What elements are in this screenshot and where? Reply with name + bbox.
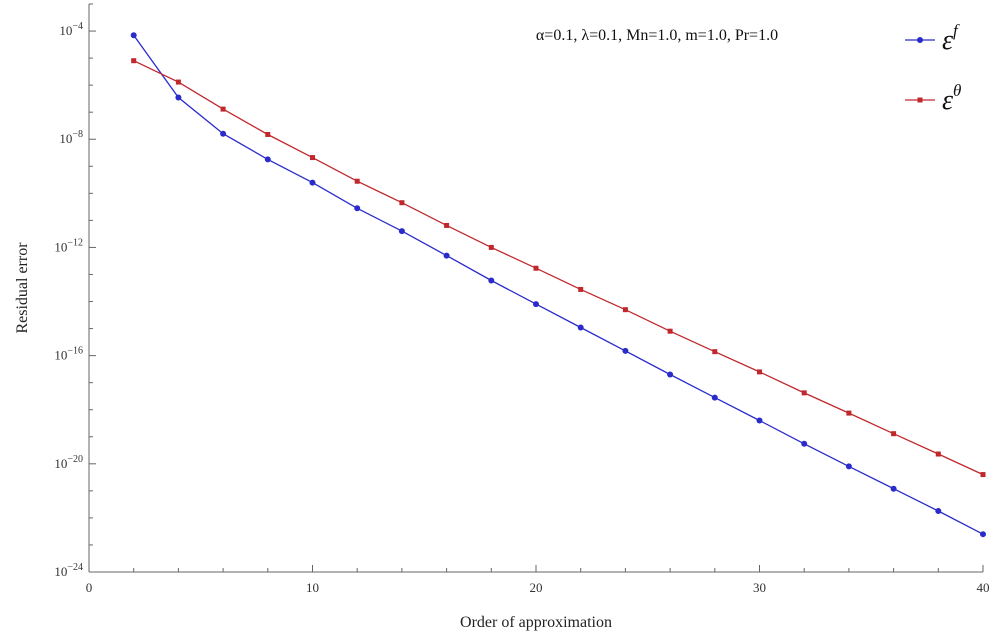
axes: 10−4 10−8 10−12 10−16 10−20 10−24 0 10 20 30 40 [54, 3, 990, 595]
legend-marker [917, 97, 923, 103]
data-point [756, 417, 763, 424]
y-tick-label: 10−8 [59, 129, 83, 146]
data-point [309, 179, 316, 186]
parameter-annotation: α=0.1, λ=0.1, Mn=1.0, m=1.0, Pr=1.0 [536, 27, 778, 44]
x-tick-label: 30 [753, 580, 766, 595]
data-point [577, 324, 584, 331]
legend-marker [917, 37, 923, 43]
data-point [578, 286, 584, 292]
data-point [354, 205, 361, 212]
legend: εf εθ [905, 21, 961, 116]
data-point [890, 485, 897, 492]
data-point [622, 347, 629, 354]
data-point [533, 301, 539, 308]
data-point [533, 265, 539, 271]
data-point [443, 252, 450, 259]
data-point [980, 531, 986, 538]
data-point [801, 440, 808, 447]
legend-item: εf [905, 21, 960, 56]
data-point [399, 200, 405, 206]
legend-label: εθ [942, 81, 961, 116]
x-axis-title: Order of approximation [460, 614, 612, 631]
series-2 [131, 58, 986, 478]
data-point [622, 307, 628, 313]
data-point [220, 130, 227, 137]
y-tick-label: 10−24 [54, 562, 83, 579]
data-point [131, 58, 137, 64]
y-tick-label: 10−12 [54, 237, 83, 254]
series-line [133, 60, 984, 476]
data-point [711, 394, 718, 401]
data-point [130, 32, 137, 39]
y-tick-label: 10−16 [54, 346, 83, 363]
data-point [801, 390, 807, 396]
series-1 [130, 32, 986, 538]
x-ticks: 0 10 20 30 40 [86, 565, 990, 595]
data-point [846, 410, 852, 416]
data-point [220, 106, 226, 112]
x-tick-label: 20 [530, 580, 543, 595]
data-point [935, 451, 941, 457]
y-tick-label: 10−4 [59, 21, 83, 38]
data-point [757, 369, 762, 375]
legend-item: εθ [905, 81, 961, 116]
data-point [488, 244, 494, 250]
data-point [398, 228, 405, 235]
data-point [264, 156, 271, 163]
x-tick-label: 0 [86, 580, 93, 595]
data-point [667, 371, 674, 378]
data-point [175, 94, 182, 101]
data-point [488, 277, 495, 284]
data-point [354, 178, 360, 184]
data-point [175, 79, 181, 85]
data-point [891, 431, 897, 437]
y-tick-label: 10−20 [54, 454, 83, 471]
data-point [310, 155, 315, 161]
data-point [845, 463, 852, 470]
data-point [712, 349, 718, 355]
x-tick-label: 10 [306, 580, 319, 595]
data-point [935, 508, 942, 515]
series-layer [130, 32, 986, 538]
data-point [444, 222, 450, 228]
data-point [980, 472, 986, 478]
y-ticks: 10−4 10−8 10−12 10−16 10−20 10−24 [54, 3, 96, 579]
series-line [133, 34, 984, 535]
data-point [265, 131, 271, 137]
data-point [667, 328, 673, 334]
x-tick-label: 40 [977, 580, 990, 595]
legend-label: εf [942, 21, 960, 56]
y-axis-title: Residual error [14, 242, 31, 334]
